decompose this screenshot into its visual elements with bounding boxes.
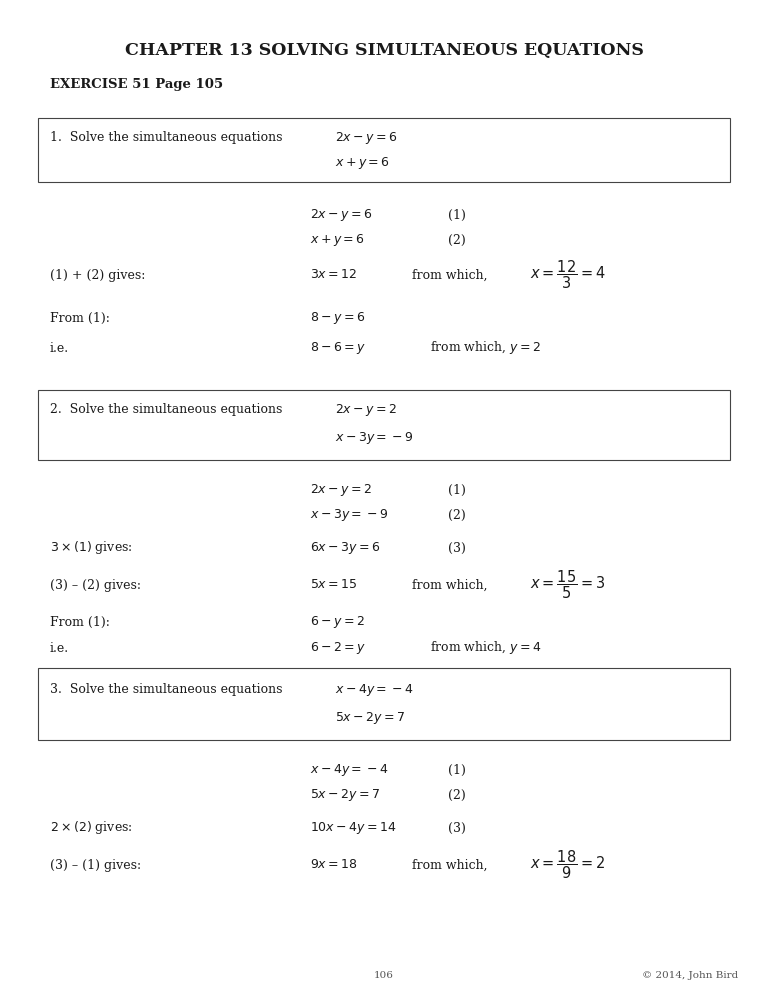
Text: © 2014, John Bird: © 2014, John Bird xyxy=(642,971,738,980)
Text: EXERCISE 51 Page 105: EXERCISE 51 Page 105 xyxy=(50,78,223,91)
Text: $x + y = 6$: $x + y = 6$ xyxy=(335,155,390,171)
Text: 3.  Solve the simultaneous equations: 3. Solve the simultaneous equations xyxy=(50,684,283,697)
Text: $9x = 18$: $9x = 18$ xyxy=(310,859,358,872)
Text: $x = \dfrac{18}{9} = 2$: $x = \dfrac{18}{9} = 2$ xyxy=(530,849,605,882)
Text: $8 - y = 6$: $8 - y = 6$ xyxy=(310,310,365,326)
Text: CHAPTER 13 SOLVING SIMULTANEOUS EQUATIONS: CHAPTER 13 SOLVING SIMULTANEOUS EQUATION… xyxy=(124,42,644,59)
Text: From (1):: From (1): xyxy=(50,615,110,628)
Text: (3): (3) xyxy=(448,542,466,555)
Text: $3 \times (1)$ gives:: $3 \times (1)$ gives: xyxy=(50,540,133,557)
Text: $5x = 15$: $5x = 15$ xyxy=(310,579,358,591)
Text: from which,: from which, xyxy=(412,268,488,281)
Bar xyxy=(38,118,730,182)
Text: $2x - y = 6$: $2x - y = 6$ xyxy=(335,130,398,146)
Text: (3): (3) xyxy=(448,821,466,835)
Text: from which, $y = 2$: from which, $y = 2$ xyxy=(430,340,541,357)
Text: (1): (1) xyxy=(448,763,466,776)
Text: $x - 4y = -4$: $x - 4y = -4$ xyxy=(335,682,413,698)
Text: From (1):: From (1): xyxy=(50,311,110,324)
Text: $6 - y = 2$: $6 - y = 2$ xyxy=(310,614,365,630)
Text: (2): (2) xyxy=(448,788,465,801)
Text: $8 - 6 = y$: $8 - 6 = y$ xyxy=(310,340,366,356)
Text: $10x - 4y = 14$: $10x - 4y = 14$ xyxy=(310,820,396,836)
Text: $2x - y = 6$: $2x - y = 6$ xyxy=(310,207,372,223)
Text: $2x - y = 2$: $2x - y = 2$ xyxy=(335,402,397,418)
Text: $x = \dfrac{15}{5} = 3$: $x = \dfrac{15}{5} = 3$ xyxy=(530,569,605,601)
Text: $x - 4y = -4$: $x - 4y = -4$ xyxy=(310,762,389,778)
Text: (1): (1) xyxy=(448,209,466,222)
Bar xyxy=(38,390,730,460)
Text: 1.  Solve the simultaneous equations: 1. Solve the simultaneous equations xyxy=(50,131,283,144)
Text: from which, $y = 4$: from which, $y = 4$ xyxy=(430,639,541,656)
Text: $x - 3y = -9$: $x - 3y = -9$ xyxy=(310,507,388,523)
Text: (3) – (1) gives:: (3) – (1) gives: xyxy=(50,859,141,872)
Text: $6x - 3y = 6$: $6x - 3y = 6$ xyxy=(310,540,380,556)
Bar xyxy=(38,668,730,740)
Text: i.e.: i.e. xyxy=(50,641,69,654)
Text: 2.  Solve the simultaneous equations: 2. Solve the simultaneous equations xyxy=(50,404,283,416)
Text: from which,: from which, xyxy=(412,859,488,872)
Text: $2x - y = 2$: $2x - y = 2$ xyxy=(310,482,372,498)
Text: $3x = 12$: $3x = 12$ xyxy=(310,268,357,281)
Text: $x = \dfrac{12}{3} = 4$: $x = \dfrac{12}{3} = 4$ xyxy=(530,258,606,291)
Text: $5x - 2y = 7$: $5x - 2y = 7$ xyxy=(335,710,406,726)
Text: $5x - 2y = 7$: $5x - 2y = 7$ xyxy=(310,787,380,803)
Text: $2 \times (2)$ gives:: $2 \times (2)$ gives: xyxy=(50,819,133,837)
Text: (2): (2) xyxy=(448,234,465,247)
Text: from which,: from which, xyxy=(412,579,488,591)
Text: $x - 3y = -9$: $x - 3y = -9$ xyxy=(335,430,413,446)
Text: 106: 106 xyxy=(374,971,394,980)
Text: (3) – (2) gives:: (3) – (2) gives: xyxy=(50,579,141,591)
Text: (1) + (2) gives:: (1) + (2) gives: xyxy=(50,268,145,281)
Text: i.e.: i.e. xyxy=(50,342,69,355)
Text: $x + y = 6$: $x + y = 6$ xyxy=(310,232,365,248)
Text: (1): (1) xyxy=(448,483,466,496)
Text: $6 - 2 = y$: $6 - 2 = y$ xyxy=(310,640,366,656)
Text: (2): (2) xyxy=(448,509,465,522)
